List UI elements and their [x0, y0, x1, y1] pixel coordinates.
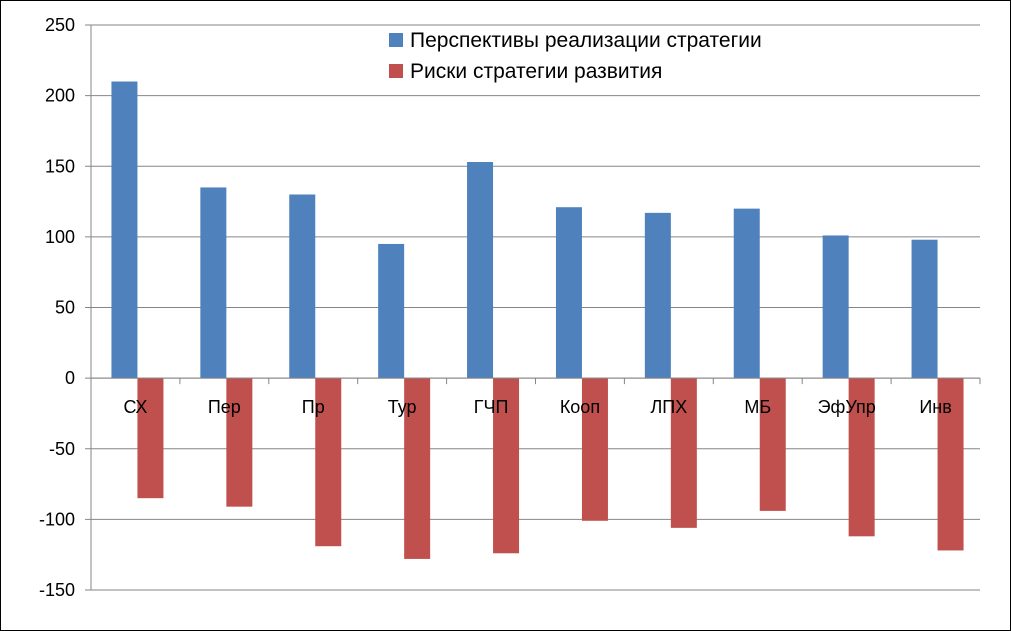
bar-risks-7	[670, 378, 697, 528]
bar-perspectives-2	[200, 187, 227, 379]
bar-risks-5	[493, 378, 520, 554]
bar-risks-2	[226, 378, 253, 507]
bars	[111, 81, 964, 559]
axes	[90, 25, 981, 590]
category-label: СХ	[123, 397, 147, 417]
bar-perspectives-9	[822, 235, 849, 379]
y-tick-label: -50	[49, 439, 75, 459]
y-tick-labels: 250 200 150 100 50 0 -50 -100 -150	[39, 15, 75, 600]
legend-label: Перспективы реализации стратегии	[410, 29, 762, 52]
legend-swatch	[389, 64, 403, 78]
category-label: МБ	[744, 397, 771, 417]
category-label: Тур	[388, 397, 417, 417]
y-tick-label: 200	[45, 86, 75, 106]
category-label: Пер	[208, 397, 241, 417]
category-label: Пр	[302, 397, 325, 417]
category-label: ЛПХ	[650, 397, 687, 417]
bar-risks-1	[137, 378, 164, 499]
bar-risks-4	[404, 378, 431, 559]
y-tick-label: 250	[45, 15, 75, 35]
legend-label: Риски стратегии развития	[410, 60, 662, 83]
bar-perspectives-7	[644, 212, 671, 379]
bar-risks-6	[581, 378, 608, 521]
bar-risks-3	[315, 378, 342, 547]
legend-swatch	[389, 33, 403, 47]
category-label: Инв	[919, 397, 951, 417]
y-tick-label: -100	[39, 509, 75, 529]
category-label: Кооп	[560, 397, 600, 417]
bar-risks-10	[937, 378, 964, 551]
legend: Перспективы реализации стратегии Риски ст…	[389, 29, 762, 83]
y-tick-label: 50	[55, 298, 75, 318]
bar-perspectives-1	[111, 81, 138, 379]
bar-perspectives-3	[289, 194, 316, 379]
bar-risks-9	[848, 378, 875, 537]
bar-perspectives-8	[733, 208, 760, 379]
bar-perspectives-6	[555, 207, 582, 379]
bar-perspectives-5	[467, 162, 494, 379]
bar-perspectives-4	[378, 243, 405, 379]
y-tick-label: -150	[39, 580, 75, 600]
bar-perspectives-10	[911, 239, 938, 379]
category-label: ГЧП	[474, 397, 509, 417]
y-tick-label: 150	[45, 156, 75, 176]
bar-risks-8	[759, 378, 786, 511]
category-label: ЭфУпр	[818, 397, 876, 417]
y-tick-label: 100	[45, 227, 75, 247]
y-tick-label: 0	[65, 368, 75, 388]
category-labels: СХ Пер Пр Тур ГЧП Кооп ЛПХ МБ ЭфУпр Инв	[123, 397, 951, 417]
